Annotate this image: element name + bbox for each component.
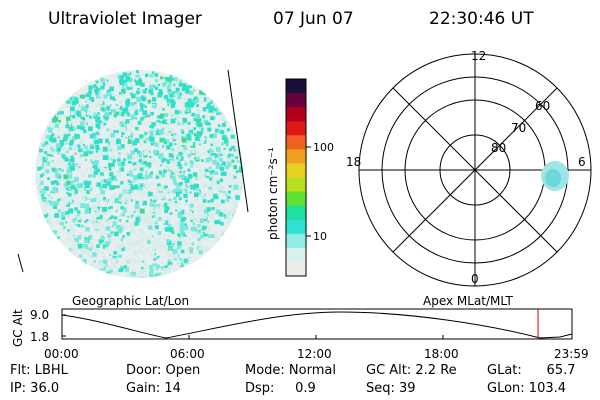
ytick-label-1-8: 1.8 bbox=[30, 330, 49, 344]
xtick-label-0000: 00:00 bbox=[44, 347, 79, 361]
polar-image-blob-core bbox=[545, 169, 561, 187]
date-label: 07 Jun 07 bbox=[273, 9, 354, 29]
mlt-label-18: 18 bbox=[346, 155, 361, 169]
colorbar-units-label: photon cm⁻²s⁻¹ bbox=[266, 147, 280, 240]
mlat-label-70: 70 bbox=[511, 121, 526, 135]
polar-diagonal-2 bbox=[392, 87, 558, 253]
altitude-curve bbox=[61, 311, 573, 339]
colorbar-cell bbox=[286, 191, 306, 207]
colorbar-cell bbox=[286, 261, 306, 277]
orbit-timeline: GC Alt 9.0 1.8 00:00 06:00 12:00 18:00 2… bbox=[11, 308, 589, 361]
mlat-label-60: 60 bbox=[535, 99, 550, 113]
timeline-ylabel: GC Alt bbox=[11, 309, 25, 347]
color-bar-frame bbox=[285, 78, 307, 277]
colorbar-cell bbox=[286, 149, 306, 164]
limb-tick bbox=[17, 253, 24, 273]
ip-status: IP: 36.0 bbox=[10, 381, 60, 396]
colorbar-cell bbox=[286, 135, 306, 150]
colorbar-tick-label-10: 10 bbox=[313, 230, 327, 243]
color-bar: 100 10 photon cm⁻²s⁻¹ bbox=[266, 78, 334, 277]
colorbar-tick-label-100: 100 bbox=[313, 141, 334, 154]
status-footer: Flt: LBHL IP: 36.0 Door: Open Gain: 14 M… bbox=[0, 361, 600, 400]
filter-status: Flt: LBHL bbox=[10, 363, 68, 378]
colorbar-cell bbox=[286, 247, 306, 263]
colorbar-cell bbox=[286, 177, 306, 193]
colorbar-cell bbox=[286, 121, 306, 136]
xtick-label-1200: 12:00 bbox=[297, 347, 332, 361]
time-label: 22:30:46 UT bbox=[429, 9, 534, 29]
xtick-label-1800: 18:00 bbox=[424, 347, 459, 361]
geographic-label: Geographic Lat/Lon bbox=[72, 294, 189, 308]
door-status: Door: Open bbox=[126, 363, 201, 378]
mlt-label-6: 6 bbox=[578, 155, 586, 169]
limb-arc bbox=[227, 69, 249, 213]
colorbar-cell bbox=[286, 219, 306, 235]
apex-label: Apex MLat/MLT bbox=[423, 294, 513, 308]
geographic-image bbox=[17, 69, 249, 278]
glon-status: GLon: 103.4 bbox=[487, 381, 567, 396]
dsp-status: Dsp: 0.9 bbox=[245, 381, 316, 396]
colorbar-cell bbox=[286, 93, 306, 108]
mlat-label-80: 80 bbox=[491, 141, 506, 155]
colorbar-cell bbox=[286, 205, 306, 221]
mlt-label-12: 12 bbox=[471, 49, 486, 63]
xtick-label-0600: 06:00 bbox=[170, 347, 205, 361]
image-speckle bbox=[36, 70, 243, 278]
gain-status: Gain: 14 bbox=[126, 381, 181, 396]
instrument-title: Ultraviolet Imager bbox=[48, 9, 202, 29]
colorbar-cell bbox=[286, 163, 306, 178]
gc-alt-status: GC Alt: 2.2 Re bbox=[366, 363, 457, 378]
seq-status: Seq: 39 bbox=[366, 381, 416, 396]
colorbar-cell bbox=[286, 233, 306, 249]
mlt-label-0: 0 bbox=[471, 272, 479, 286]
timeline-frame bbox=[61, 308, 573, 340]
ytick-label-9-0: 9.0 bbox=[30, 308, 49, 322]
glat-status: GLat: 65.7 bbox=[487, 363, 576, 378]
colorbar-cell bbox=[286, 79, 306, 94]
colorbar-cell bbox=[286, 107, 306, 122]
xtick-label-2359: 23:59 bbox=[554, 347, 589, 361]
mode-status: Mode: Normal bbox=[245, 363, 336, 378]
